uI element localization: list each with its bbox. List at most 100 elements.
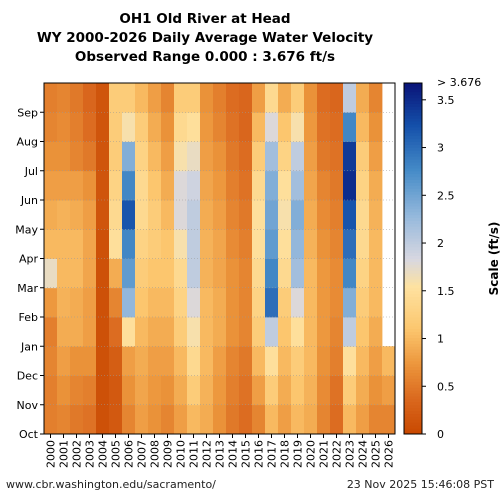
heatmap-cell-2023-nov (343, 375, 357, 406)
colorbar-segment (404, 255, 422, 259)
heatmap-cell-2004-jan (96, 317, 110, 347)
colorbar-segment (404, 375, 422, 379)
heatmap-cell-2022-mar (330, 258, 344, 289)
heatmap-cell-2004-apr (96, 229, 110, 259)
heatmap-cell-2024-jul (356, 141, 370, 172)
heatmap-cell-2015-mar (239, 258, 253, 289)
colorbar-segment (404, 404, 422, 409)
heatmap-cell-2011-may (187, 200, 201, 230)
heatmap-cell-2016-oct (252, 404, 266, 435)
x-tick-label-2010: 2010 (175, 440, 188, 468)
heatmap-cell-2024-jan (356, 317, 370, 347)
heatmap-cell-2003-may (83, 200, 97, 230)
heatmap-cell-2020-jun (304, 170, 318, 201)
heatmap-cell-2021-may (317, 200, 331, 230)
y-tick-label-jul: Jul (24, 165, 38, 178)
colorbar-segment (404, 167, 422, 172)
heatmap-cell-2007-jun (135, 170, 149, 201)
chart-title-line-1: OH1 Old River at Head (119, 11, 291, 27)
colorbar-segment (404, 191, 422, 195)
heatmap-cell-2020-jan (304, 317, 318, 347)
heatmap-cell-2003-sep (83, 83, 97, 113)
colorbar-tick-label: 2 (437, 237, 444, 250)
heatmap-cell-2016-nov (252, 375, 266, 406)
heatmap-cell-2004-feb (96, 287, 110, 318)
heatmap-cell-2011-nov (187, 375, 201, 406)
colorbar-segment (404, 249, 422, 254)
heatmap-cell-2023-jun (343, 170, 357, 201)
colorbar-segment (404, 121, 422, 125)
heatmap-cell-2008-apr (148, 229, 162, 259)
heatmap-cell-2018-jul (278, 141, 292, 172)
heatmap-cell-2008-dec (148, 346, 162, 376)
colorbar-segment (404, 220, 422, 224)
heatmap-cell-2013-nov (213, 375, 227, 406)
colorbar-segment (404, 305, 422, 309)
heatmap-cell-2009-aug (161, 112, 175, 142)
colorbar-segment (404, 223, 422, 227)
heatmap-cell-2018-apr (278, 229, 292, 259)
heatmap-cell-2000-dec (44, 346, 58, 376)
colorbar-segment (404, 267, 422, 271)
heatmap-cell-2003-jun (83, 170, 97, 201)
heatmap-cell-2014-sep (226, 83, 240, 113)
colorbar-segment (404, 372, 422, 376)
colorbar-segment (404, 123, 422, 128)
heatmap-cell-2021-mar (317, 258, 331, 289)
heatmap-cell-2005-aug (109, 112, 123, 142)
colorbar-segment (404, 416, 422, 420)
x-axis-ticks: 2000 2001 2002 2003 2004 2005 2006 2007 2008 2009… (45, 434, 396, 468)
colorbar-segment (404, 401, 422, 406)
heatmap-cell-2023-jan (343, 317, 357, 347)
heatmap-cell-2019-sep (291, 83, 305, 113)
y-tick-label-jun: Jun (20, 194, 38, 207)
heatmap-cell-2010-jan (174, 317, 188, 347)
colorbar-segment (404, 422, 422, 426)
colorbar-segment (404, 197, 422, 201)
colorbar-segment (404, 264, 422, 268)
heatmap-cell-2004-jul (96, 141, 110, 172)
heatmap-cell-2005-sep (109, 83, 123, 113)
heatmap-cell-2001-feb (57, 287, 71, 318)
colorbar-segment (404, 112, 422, 116)
heatmap-cell-2000-nov (44, 375, 58, 406)
colorbar-segment (404, 246, 422, 251)
colorbar-segment (404, 378, 422, 382)
heatmap-cell-2016-aug (252, 112, 266, 142)
colorbar-segment (404, 126, 422, 131)
heatmap-cell-2020-jul (304, 141, 318, 172)
colorbar-segment (404, 369, 422, 374)
y-tick-label-may: May (15, 223, 38, 236)
heatmap-cell-2003-dec (83, 346, 97, 376)
heatmap-cell-2011-oct (187, 404, 201, 435)
colorbar-segment (404, 390, 422, 394)
heatmap-cell-2024-feb (356, 287, 370, 318)
heatmap-cell-2025-jun (369, 170, 383, 201)
heatmap-cell-2013-sep (213, 83, 227, 113)
heatmap-cell-2025-nov (369, 375, 383, 406)
heatmap-cell-2013-jul (213, 141, 227, 172)
colorbar-segment (404, 217, 422, 221)
colorbar-segment (404, 88, 422, 93)
heatmap-cell-2012-sep (200, 83, 214, 113)
colorbar-tick-label: 1.5 (437, 285, 455, 298)
heatmap-cell-2002-oct (70, 404, 84, 435)
colorbar-segment (404, 91, 422, 96)
heatmap-cell-2022-feb (330, 287, 344, 318)
colorbar-segment (404, 270, 422, 274)
x-tick-label-2012: 2012 (201, 440, 214, 468)
heatmap-cell-2018-sep (278, 83, 292, 113)
source-url[interactable]: www.cbr.washington.edu/sacramento/ (6, 478, 216, 491)
x-tick-label-2004: 2004 (97, 440, 110, 468)
heatmap-cell-2021-jul (317, 141, 331, 172)
heatmap-cell-2007-mar (135, 258, 149, 289)
heatmap-cell-2011-mar (187, 258, 201, 289)
heatmap-cell-2010-sep (174, 83, 188, 113)
heatmap-cell-2017-apr (265, 229, 279, 259)
heatmap-cell-2017-may (265, 200, 279, 230)
colorbar-segment (404, 328, 422, 333)
heatmap-cell-2011-jul (187, 141, 201, 172)
colorbar-segment (404, 153, 422, 157)
heatmap-cell-2009-jan (161, 317, 175, 347)
heatmap-cell-2015-may (239, 200, 253, 230)
